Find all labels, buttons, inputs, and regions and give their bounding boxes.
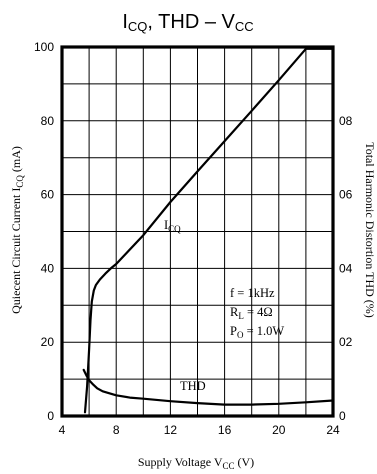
x-tick-label: 24 bbox=[326, 423, 340, 437]
y-right-tick-label: 06 bbox=[339, 188, 353, 202]
condition-load: RL = 4Ω bbox=[230, 305, 273, 321]
y-left-tick-label: 0 bbox=[47, 409, 54, 423]
y-left-tick-label: 40 bbox=[41, 261, 55, 275]
x-tick-label: 8 bbox=[113, 423, 120, 437]
series-label-thd: THD bbox=[180, 379, 206, 393]
x-tick-label: 12 bbox=[164, 423, 178, 437]
x-tick-label: 4 bbox=[59, 423, 66, 437]
y-right-tick-label: 08 bbox=[339, 114, 353, 128]
y-right-tick-label: 04 bbox=[339, 261, 353, 275]
condition-frequency: f = 1kHz bbox=[230, 286, 275, 300]
series-label-icq: ICQ bbox=[164, 218, 181, 234]
series-line-thd bbox=[82, 368, 335, 406]
x-tick-label: 16 bbox=[218, 423, 232, 437]
y-left-tick-label: 60 bbox=[41, 188, 55, 202]
y-axis-label-right: Total Harmonic Distortion THD (%) bbox=[363, 142, 377, 318]
y-left-tick-labels: 0 20 40 60 80 100 bbox=[34, 40, 54, 423]
x-axis-label: Supply Voltage VCC (V) bbox=[138, 455, 254, 471]
curves bbox=[82, 47, 335, 414]
condition-power: PO = 1.0W bbox=[230, 324, 284, 340]
x-tick-labels: 4 8 12 16 20 24 bbox=[59, 423, 340, 437]
y-left-tick-label: 80 bbox=[41, 114, 55, 128]
y-right-tick-labels: 0 02 04 06 08 bbox=[339, 114, 353, 423]
y-axis-label-left: Quiecent Circuit Current ICQ (mA) bbox=[9, 146, 25, 314]
y-right-tick-label: 02 bbox=[339, 335, 353, 349]
y-left-tick-label: 20 bbox=[41, 335, 55, 349]
x-tick-label: 20 bbox=[272, 423, 286, 437]
chart-title: ICQ, THD – VCC bbox=[122, 11, 253, 34]
y-right-tick-label: 0 bbox=[339, 409, 346, 423]
plot-frame bbox=[60, 45, 335, 418]
test-conditions: f = 1kHz RL = 4Ω PO = 1.0W bbox=[230, 286, 284, 340]
grid-lines bbox=[62, 47, 333, 416]
y-left-tick-label: 100 bbox=[34, 40, 54, 54]
series-line-i-cq bbox=[83, 47, 335, 414]
